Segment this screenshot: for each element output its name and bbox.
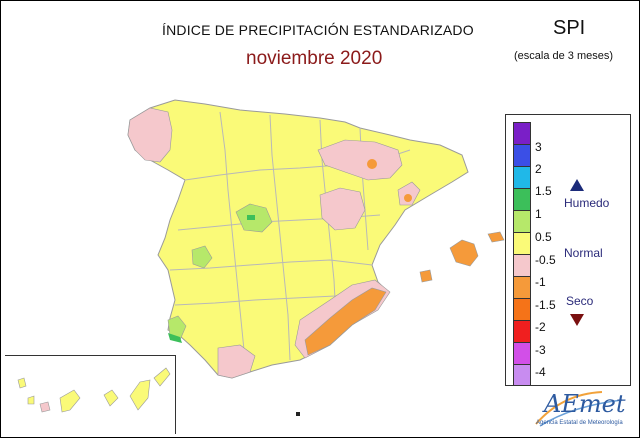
scale-note: (escala de 3 meses) <box>514 50 614 62</box>
canary-island-6 <box>129 379 151 411</box>
canary-island-4 <box>59 389 81 413</box>
canary-island-5 <box>103 389 119 407</box>
legend-swatch <box>513 122 531 144</box>
legend-swatch <box>513 144 531 166</box>
legend-color-bar <box>513 122 531 386</box>
canary-inset-frame <box>5 355 176 434</box>
canary-island-3 <box>39 401 51 413</box>
legend-category-dry: Seco <box>566 294 594 308</box>
legend-swatch <box>513 342 531 364</box>
menorca-island <box>487 231 505 243</box>
extremadura-green-zone <box>191 245 213 269</box>
legend-swatch <box>513 188 531 210</box>
map-subtitle: noviembre 2020 <box>246 48 383 69</box>
legend-tick: -0.5 <box>535 253 556 267</box>
galicia-dry-zone <box>127 107 173 163</box>
murcia-orange-zone <box>304 287 387 356</box>
wet-arrow-icon <box>570 179 584 191</box>
legend-swatch <box>513 254 531 276</box>
mallorca-island <box>449 239 479 267</box>
logo-name: AEmet <box>544 390 626 418</box>
legend-swatch <box>513 166 531 188</box>
andalusia-dry-zone <box>217 344 256 379</box>
huelva-coast-green <box>168 333 182 343</box>
map-title: ÍNDICE DE PRECIPITACIÓN ESTANDARIZADO <box>162 22 474 38</box>
iberico-dry-zone <box>319 187 366 231</box>
legend-swatch <box>513 320 531 342</box>
catalonia-dry-zone <box>397 181 421 206</box>
ibiza-island <box>419 269 433 283</box>
central-green-spot <box>247 215 255 220</box>
aemet-logo-mark <box>535 391 623 427</box>
index-name: SPI <box>553 17 586 39</box>
melilla-dot <box>296 412 300 416</box>
legend-swatch <box>513 298 531 320</box>
canary-island-7 <box>153 367 171 387</box>
legend-category-wet: Humedo <box>564 196 610 210</box>
legend-tick: -3 <box>535 343 546 357</box>
catalonia-orange-spot <box>404 194 412 202</box>
legend-swatch <box>513 232 531 254</box>
legend-swatch <box>513 276 531 298</box>
legend-category-normal: Normal <box>564 246 603 260</box>
dry-arrow-icon <box>570 314 584 326</box>
legend-tick: 0.5 <box>535 230 552 244</box>
canary-island-1 <box>17 377 27 389</box>
legend-tick: 1 <box>535 207 542 221</box>
legend-tick: -2 <box>535 320 546 334</box>
legend-tick: -4 <box>535 365 546 379</box>
legend-frame <box>505 114 631 386</box>
huelva-green-zone <box>167 315 187 341</box>
legend-tick: -1 <box>535 275 546 289</box>
ebro-orange-spot <box>367 159 377 169</box>
legend-tick: -1.5 <box>535 298 556 312</box>
logo-subtitle: Agencia Estatal de Meteorología <box>536 420 623 426</box>
legend-swatch <box>513 364 531 386</box>
legend-swatch <box>513 210 531 232</box>
legend-tick: 1.5 <box>535 184 552 198</box>
legend-tick: 2 <box>535 162 542 176</box>
ebro-dry-zone <box>317 139 403 181</box>
legend-tick: 3 <box>535 140 542 154</box>
canary-island-2 <box>27 395 35 405</box>
